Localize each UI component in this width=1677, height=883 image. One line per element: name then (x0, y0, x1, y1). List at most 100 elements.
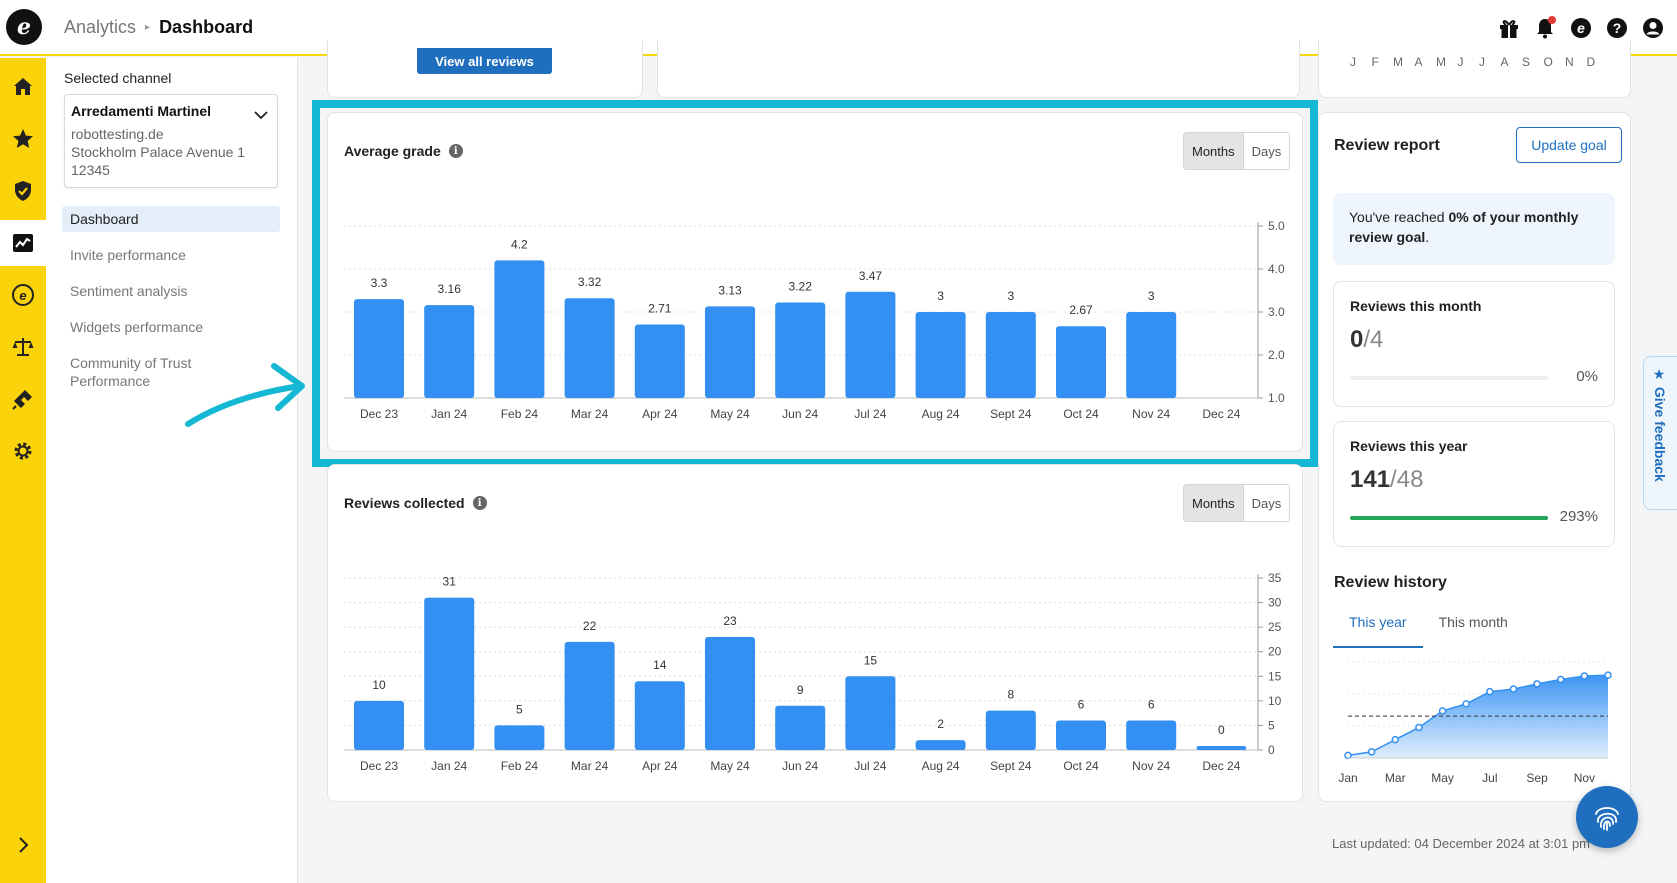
reviews-this-month-value: 0/4 (1350, 326, 1383, 354)
x-tick-label: May 24 (710, 759, 750, 773)
months-toggle[interactable]: Months (1184, 133, 1244, 169)
fingerprint-chat-button[interactable] (1576, 786, 1638, 848)
days-toggle[interactable]: Days (1243, 133, 1290, 169)
nav-item-dashboard[interactable]: Dashboard (62, 206, 280, 232)
help-icon[interactable]: ? (1605, 16, 1629, 40)
nav-item-invite-performance[interactable]: Invite performance (70, 247, 186, 263)
history-point (1556, 675, 1565, 684)
x-tick-label: Jul 24 (854, 759, 886, 773)
nav-item-sentiment-analysis[interactable]: Sentiment analysis (70, 283, 188, 299)
data-label: 9 (797, 683, 804, 697)
data-label: 5 (516, 702, 523, 716)
year-percent: 293% (1559, 508, 1598, 525)
month-initial-label: D (1586, 55, 1596, 69)
bar (1056, 720, 1106, 750)
x-tick-label: Aug 24 (922, 407, 960, 421)
page-title: Dashboard (159, 16, 254, 37)
star-icon[interactable] (0, 116, 46, 162)
data-label: 10 (372, 678, 386, 692)
svg-text:e: e (1577, 20, 1585, 36)
analytics-icon[interactable] (0, 220, 46, 266)
top-middle-card (657, 40, 1300, 98)
trustedshops-logo-icon[interactable]: e (6, 9, 42, 45)
average-grade-title: Average grade (344, 143, 441, 159)
review-history-chart: Jan Mar May Jul Sep Nov (1338, 661, 1612, 785)
data-label: 3.16 (438, 282, 462, 296)
bar (1196, 746, 1247, 750)
give-feedback-tab[interactable]: ★ Give feedback (1643, 356, 1677, 510)
x-tick-label: Apr 24 (642, 759, 678, 773)
month-initial-label: J (1457, 55, 1464, 69)
info-icon[interactable]: i (472, 496, 487, 510)
home-icon[interactable] (0, 64, 46, 110)
goal-message-prefix: You've reached (1349, 209, 1449, 225)
settings-gear-icon[interactable] (0, 428, 46, 474)
bar (845, 676, 896, 750)
nav-item-community-of-trust[interactable]: Community of Trust Performance (70, 355, 192, 389)
months-toggle[interactable]: Months (1184, 485, 1244, 521)
y-tick-label: 5.0 (1268, 219, 1285, 233)
month-target: /4 (1363, 326, 1384, 353)
info-icon[interactable]: i (448, 144, 463, 158)
trustedshops-icon[interactable]: e (1569, 16, 1593, 40)
reviews-this-month-label: Reviews this month (1350, 298, 1482, 314)
bar (424, 597, 475, 750)
bar (845, 291, 896, 398)
bar (354, 700, 404, 750)
nav-item-widgets-performance[interactable]: Widgets performance (70, 319, 204, 335)
gift-icon[interactable] (1497, 16, 1521, 40)
y-tick-label: 20 (1268, 645, 1282, 659)
goal-message-highlight: 0% of your monthly review goal (1349, 209, 1579, 245)
tab-this-month[interactable]: This month (1438, 614, 1508, 630)
month-percent: 0% (1576, 368, 1598, 385)
goal-message-suffix: . (1425, 229, 1430, 245)
x-tick-label: Oct 24 (1063, 407, 1099, 421)
svg-text:e: e (19, 288, 26, 303)
bar (1126, 312, 1177, 398)
fingerprint-icon (1595, 807, 1619, 831)
month-initial-label: J (1479, 55, 1485, 69)
analytics-nav: Dashboard Invite performance Sentiment a… (62, 206, 280, 404)
data-label: 2 (937, 717, 944, 731)
history-point (1391, 735, 1400, 744)
y-tick-label: 4.0 (1268, 262, 1285, 276)
x-tick-label: Nov (1574, 771, 1595, 785)
trustbadge-icon[interactable]: e (0, 272, 46, 318)
x-tick-label: Jan 24 (431, 759, 467, 773)
bell-icon[interactable] (1533, 16, 1557, 40)
data-label: 2.71 (648, 301, 672, 315)
review-history-title: Review history (1334, 574, 1447, 591)
tab-this-year[interactable]: This year (1333, 610, 1423, 648)
give-feedback-label: ★ Give feedback (1652, 367, 1668, 482)
x-tick-label: Sep (1526, 771, 1548, 785)
plugin-icon[interactable] (0, 376, 46, 422)
days-toggle[interactable]: Days (1243, 485, 1290, 521)
reviews-this-year-box: Reviews this year 141/48 293% (1333, 421, 1615, 547)
month-initial-label: A (1500, 55, 1509, 69)
reviews-this-year-label: Reviews this year (1350, 438, 1468, 454)
left-icon-rail: e (0, 58, 46, 883)
channel-selector[interactable]: Arredamenti Martinel robottesting.de Sto… (64, 94, 278, 188)
y-tick-label: 35 (1268, 571, 1282, 585)
month-initial-label: F (1371, 55, 1379, 69)
y-tick-label: 10 (1268, 694, 1282, 708)
x-tick-label: Feb 24 (501, 407, 539, 421)
selected-channel-label: Selected channel (64, 70, 172, 86)
bar (775, 302, 826, 398)
bar (564, 641, 615, 750)
update-goal-button[interactable]: Update goal (1516, 127, 1622, 163)
data-label: 3.13 (718, 283, 742, 297)
bar (1056, 326, 1106, 398)
x-tick-label: Nov 24 (1132, 407, 1170, 421)
shield-check-icon[interactable] (0, 168, 46, 214)
data-label: 0 (1218, 723, 1225, 737)
bar (985, 710, 1036, 750)
user-account-icon[interactable] (1641, 16, 1665, 40)
view-all-reviews-button[interactable]: View all reviews (417, 48, 552, 74)
breadcrumb-analytics[interactable]: Analytics (64, 16, 137, 37)
expand-chevron-icon[interactable] (0, 822, 46, 868)
legal-scale-icon[interactable] (0, 324, 46, 370)
chevron-down-icon (254, 111, 268, 120)
